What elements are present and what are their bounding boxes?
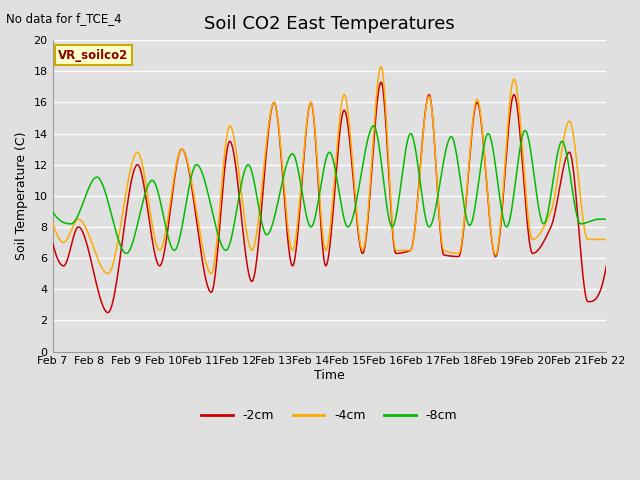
Title: Soil CO2 East Temperatures: Soil CO2 East Temperatures	[204, 15, 455, 33]
X-axis label: Time: Time	[314, 369, 345, 382]
Text: VR_soilco2: VR_soilco2	[58, 49, 129, 62]
Legend: -2cm, -4cm, -8cm: -2cm, -4cm, -8cm	[196, 405, 462, 428]
Text: No data for f_TCE_4: No data for f_TCE_4	[6, 12, 122, 25]
Y-axis label: Soil Temperature (C): Soil Temperature (C)	[15, 132, 28, 260]
